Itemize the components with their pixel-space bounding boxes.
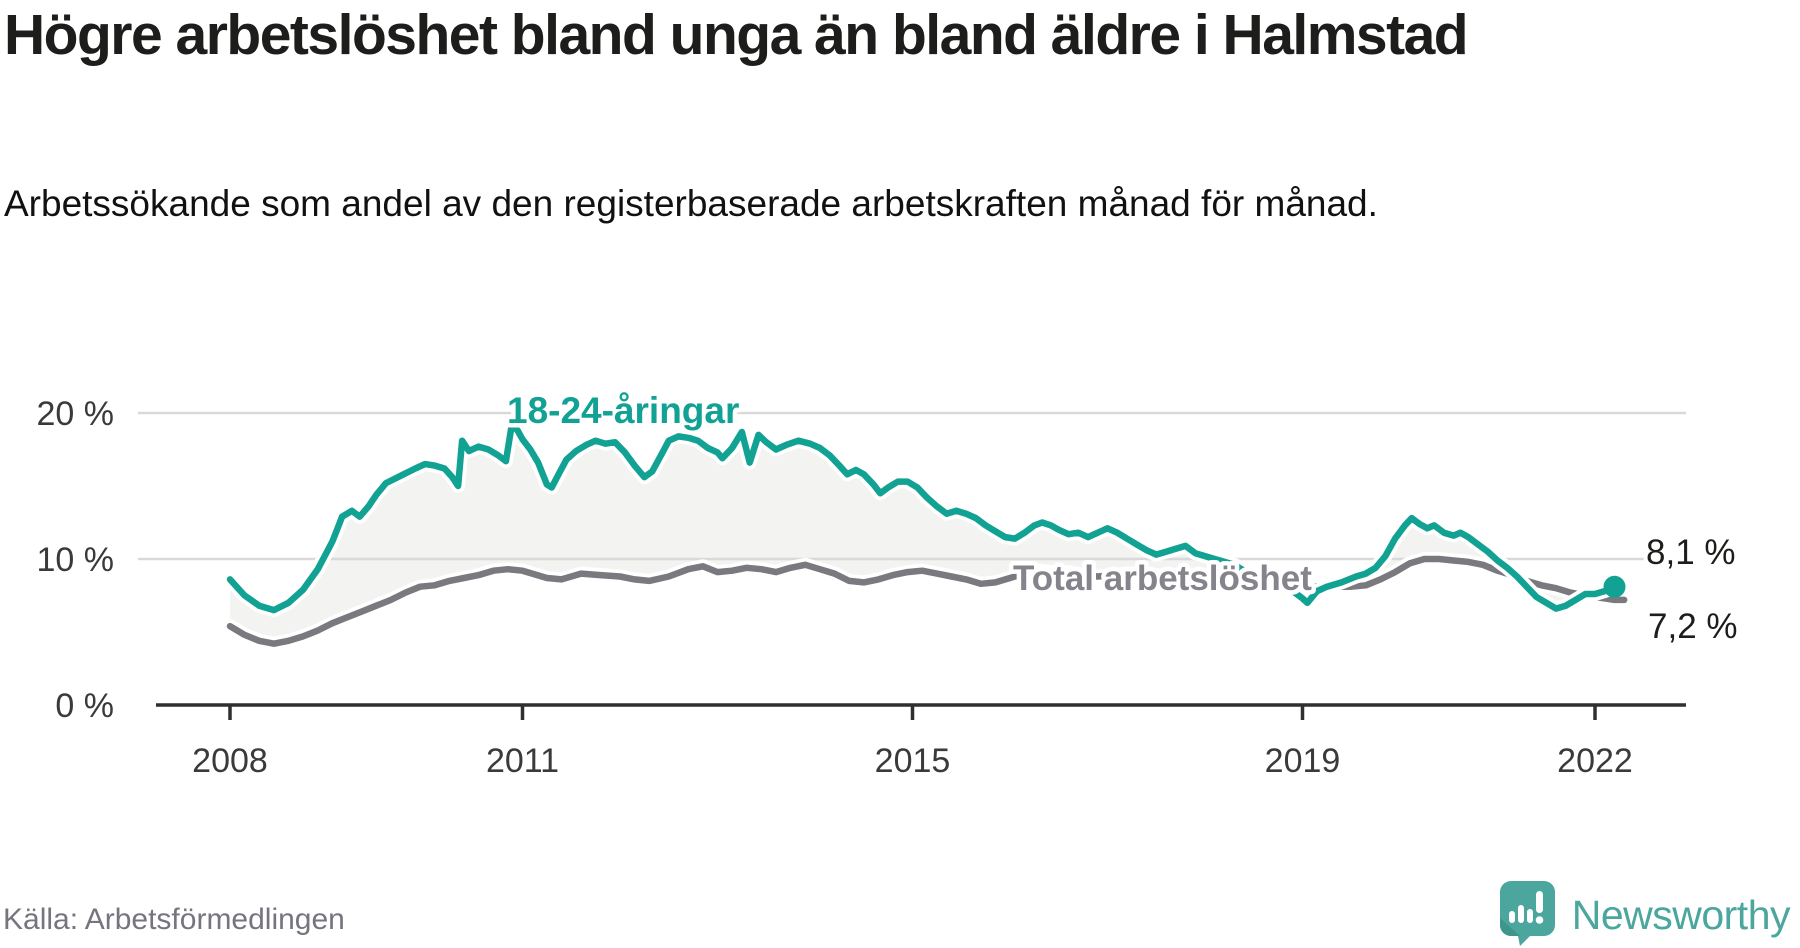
end-value-label-total: 7,2 % — [1648, 607, 1738, 646]
y-tick-label-0: 0 % — [55, 687, 114, 725]
end-value-label-youth-halo: 8,1 % — [1646, 533, 1736, 572]
x-tick-label-2022: 2022 — [1557, 742, 1633, 780]
series-line-0 — [226, 555, 1628, 647]
end-value-label-total-halo: 7,2 % — [1648, 607, 1738, 646]
y-tick-label-10: 10 % — [37, 541, 115, 579]
series-label-total-halo: Total arbetslöshet — [1013, 559, 1312, 598]
end-value-label-youth: 8,1 % — [1646, 533, 1736, 572]
x-tick-label-2008: 2008 — [192, 742, 268, 780]
y-tick-label-20: 20 % — [37, 395, 115, 433]
chart-subtitle: Arbetssökande som andel av den registerb… — [4, 183, 1378, 224]
series-label-youth: 18-24-åringar — [507, 390, 739, 431]
brand-name: Newsworthy — [1571, 892, 1791, 938]
page-title: Högre arbetslöshet bland unga än bland ä… — [4, 3, 1469, 67]
fill-between-series — [230, 424, 1625, 644]
speech-bubble-bar-chart-icon — [1499, 880, 1556, 948]
source-note: Källa: Arbetsförmedlingen — [3, 903, 345, 936]
series-end-dot — [1603, 575, 1626, 598]
series-label-youth-halo: 18-24-åringar — [507, 390, 739, 431]
x-tick-label-2019: 2019 — [1265, 742, 1341, 780]
series-line-1 — [226, 421, 1618, 614]
x-tick-label-2011: 2011 — [486, 742, 559, 780]
series-label-total: Total arbetslöshet — [1013, 559, 1312, 598]
brand-lockup: Newsworthy — [1499, 880, 1791, 948]
x-tick-label-2015: 2015 — [875, 742, 951, 780]
line-chart: 2008 2011 2015 2019 2022 0 % 10 % 20 % 18-24-åri… — [36, 390, 1738, 780]
